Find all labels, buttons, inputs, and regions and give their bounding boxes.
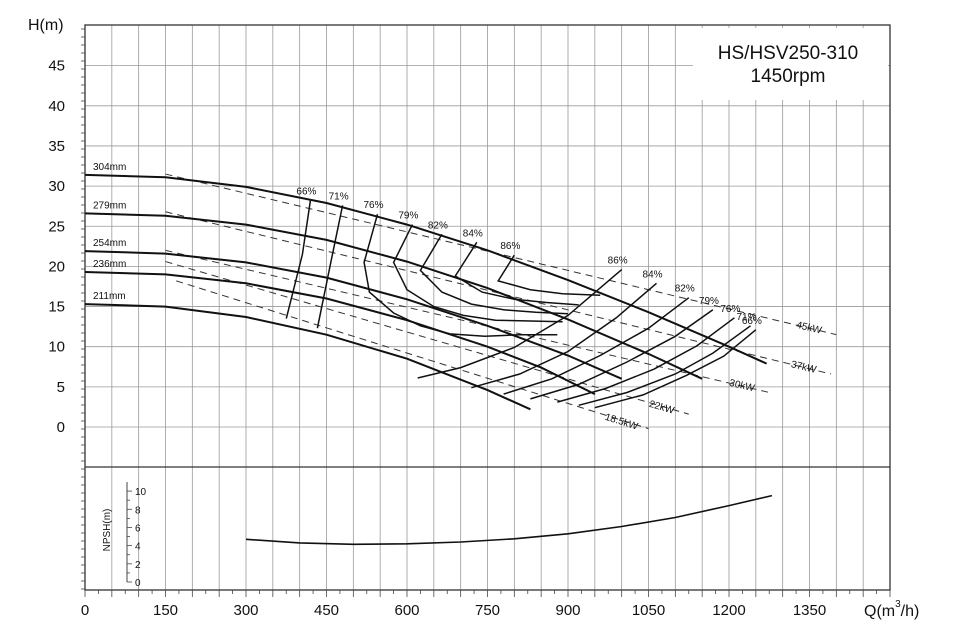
x-tick-label: 1200 — [712, 602, 745, 619]
impeller-label: 236mm — [93, 259, 126, 270]
head-curve — [84, 250, 623, 380]
npsh-tick-label: 0 — [135, 578, 141, 589]
efficiency-label: 84% — [463, 228, 483, 239]
x-axis-label: Q(m3/h) — [864, 599, 919, 620]
efficiency-label: 66% — [742, 316, 762, 327]
head-curve — [84, 303, 531, 411]
head-curves: 304mm 279mm 254mm 236mm 211mm — [84, 162, 768, 411]
head-curve — [84, 271, 596, 395]
efficiency-label: 79% — [699, 296, 719, 307]
efficiency-label: 71% — [736, 312, 756, 323]
efficiency-curve — [417, 269, 623, 379]
power-label: 30kW — [728, 378, 756, 395]
y-tick-label: 30 — [48, 178, 65, 195]
npsh-tick-label: 2 — [135, 560, 141, 571]
efficiency-label: 86% — [608, 256, 628, 267]
efficiency-curve — [578, 325, 751, 407]
npsh-plot: 0 2 4 6 8 10 — [126, 482, 773, 589]
efficiency-label: 71% — [329, 191, 349, 202]
npsh-tick-label: 4 — [135, 542, 141, 553]
model-speed: 1450rpm — [751, 66, 826, 87]
efficiency-curve — [557, 317, 735, 403]
npsh-tick-label: 8 — [135, 505, 141, 516]
efficiency-label: 82% — [675, 284, 695, 295]
power-line — [165, 249, 770, 393]
impeller-label: 211mm — [93, 291, 126, 302]
efficiency-label: 76% — [363, 200, 383, 211]
y-tick-label: 40 — [48, 98, 65, 115]
x-tick-label: 600 — [394, 602, 419, 619]
efficiency-label: 82% — [428, 220, 448, 231]
efficiency-curve — [497, 254, 601, 297]
y-tick-label: 5 — [57, 379, 65, 396]
efficiency-curves: 66% 71%76%79%82%84%86%86%84%82%79%76%71%6… — [285, 187, 762, 409]
power-line — [165, 173, 837, 336]
power-label: 22kW — [648, 399, 676, 417]
npsh-tick-label: 6 — [135, 523, 141, 534]
power-label: 37kW — [790, 359, 818, 376]
y-tick-label: 35 — [48, 138, 65, 155]
efficiency-label: 79% — [398, 211, 418, 222]
model-name: HS/HSV250-310 — [718, 43, 858, 64]
x-tick-label: 1050 — [632, 602, 665, 619]
efficiency-curve — [285, 200, 312, 319]
x-tick-label: 1350 — [793, 602, 826, 619]
model-box — [693, 28, 888, 100]
efficiency-curve — [530, 309, 714, 400]
y-tick-label: 20 — [48, 258, 65, 275]
npsh-curve — [245, 494, 773, 546]
x-tick-label: 0 — [81, 602, 89, 619]
efficiency-label: 66% — [296, 187, 316, 198]
npsh-axis-label: NPSH(m) — [102, 509, 113, 552]
efficiency-curve — [392, 224, 563, 323]
efficiency-curve — [471, 282, 657, 389]
y-axis-label: H(m) — [28, 17, 64, 34]
efficiency-curve — [316, 205, 344, 329]
x-tick-label: 150 — [153, 602, 178, 619]
head-curve — [84, 173, 768, 365]
efficiency-curve — [594, 329, 757, 409]
power-line — [165, 261, 689, 415]
x-tick-label: 450 — [314, 602, 339, 619]
efficiency-label: 86% — [500, 241, 520, 252]
x-tick-label: 300 — [233, 602, 258, 619]
y-tick-label: 25 — [48, 218, 65, 235]
efficiency-curve — [503, 297, 690, 395]
x-tick-label: 750 — [475, 602, 500, 619]
npsh-tick-label: 10 — [135, 487, 147, 498]
head-curve — [84, 212, 703, 380]
impeller-label: 279mm — [93, 200, 126, 211]
efficiency-curve — [419, 233, 569, 315]
y-tick-label: 10 — [48, 339, 65, 356]
power-line — [176, 280, 649, 430]
efficiency-label: 76% — [720, 304, 740, 315]
y-tick-label: 0 — [57, 419, 65, 436]
y-tick-label: 45 — [48, 58, 65, 75]
efficiency-label: 84% — [643, 269, 663, 280]
impeller-label: 254mm — [93, 238, 126, 249]
efficiency-curve — [363, 213, 558, 338]
y-tick-label: 15 — [48, 299, 65, 316]
efficiency-curve — [454, 241, 579, 306]
impeller-label: 304mm — [93, 162, 126, 173]
x-tick-label: 900 — [555, 602, 580, 619]
